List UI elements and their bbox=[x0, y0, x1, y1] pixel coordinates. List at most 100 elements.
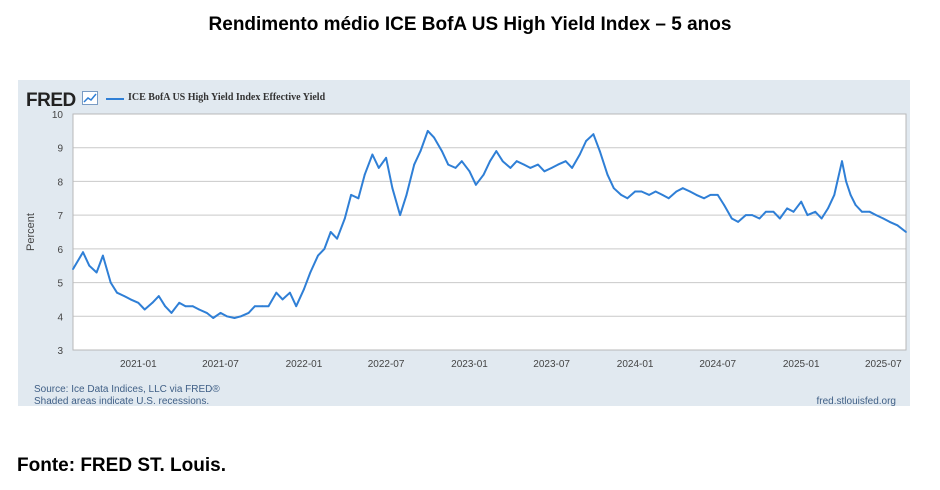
data-point bbox=[654, 190, 657, 193]
data-point bbox=[905, 231, 907, 233]
data-point bbox=[626, 197, 629, 200]
data-point bbox=[212, 317, 215, 319]
y-axis-ticks: 3 4 5 6 7 8 9 10 bbox=[52, 110, 64, 357]
data-point bbox=[709, 194, 712, 196]
data-point bbox=[151, 301, 154, 304]
data-point bbox=[95, 271, 98, 274]
x-axis-ticks: 2021-01 2021-07 2022-01 2022-07 2023-01 2023-… bbox=[120, 359, 902, 370]
chart-title: Rendimento médio ICE BofA US High Yield … bbox=[208, 14, 732, 35]
data-point bbox=[261, 305, 264, 308]
data-point bbox=[447, 163, 450, 166]
data-point bbox=[606, 173, 609, 176]
x-tick-label: 2024-01 bbox=[617, 359, 654, 370]
x-tick-label: 2021-01 bbox=[120, 359, 157, 370]
data-point bbox=[219, 312, 222, 314]
data-point bbox=[564, 160, 567, 163]
data-point bbox=[758, 217, 761, 220]
data-point bbox=[841, 160, 843, 163]
data-point bbox=[833, 194, 836, 196]
data-point bbox=[164, 305, 167, 308]
data-point bbox=[413, 163, 416, 166]
x-tick-label: 2023-07 bbox=[533, 359, 570, 370]
data-point bbox=[275, 291, 278, 294]
data-point bbox=[489, 160, 491, 163]
data-point bbox=[482, 173, 485, 176]
y-tick-label: 6 bbox=[57, 245, 63, 256]
data-point bbox=[868, 210, 871, 213]
recession-shading-note: Shaded areas indicate U.S. recessions. bbox=[34, 396, 210, 407]
data-point bbox=[495, 150, 498, 152]
data-point bbox=[433, 136, 435, 139]
data-point bbox=[267, 305, 270, 308]
data-point bbox=[289, 291, 291, 294]
data-point bbox=[225, 315, 228, 318]
data-point bbox=[399, 214, 401, 217]
data-point bbox=[137, 301, 140, 304]
data-point bbox=[391, 187, 394, 190]
data-point bbox=[667, 197, 670, 200]
data-point bbox=[598, 150, 601, 152]
data-point bbox=[786, 207, 788, 210]
data-point bbox=[460, 160, 463, 163]
data-point bbox=[371, 153, 374, 156]
data-point bbox=[82, 251, 84, 254]
data-point bbox=[116, 291, 118, 294]
data-point bbox=[612, 187, 615, 190]
data-point bbox=[537, 163, 539, 166]
data-point bbox=[205, 312, 208, 314]
data-point bbox=[363, 173, 366, 176]
data-point bbox=[737, 221, 739, 223]
data-point bbox=[247, 312, 250, 314]
data-point bbox=[191, 305, 194, 308]
data-point bbox=[849, 194, 852, 196]
y-tick-label: 9 bbox=[57, 144, 63, 155]
data-point bbox=[501, 160, 504, 163]
data-point bbox=[509, 167, 512, 169]
data-point bbox=[529, 167, 532, 169]
data-point bbox=[309, 271, 312, 274]
x-tick-label: 2022-01 bbox=[286, 359, 323, 370]
y-axis-label: Percent bbox=[25, 213, 37, 251]
data-point bbox=[814, 210, 817, 213]
x-tick-label: 2025-07 bbox=[865, 359, 902, 370]
data-point bbox=[405, 194, 408, 196]
data-point bbox=[454, 167, 457, 169]
data-point bbox=[592, 133, 595, 136]
data-point bbox=[123, 295, 126, 297]
data-point bbox=[441, 150, 443, 152]
data-point bbox=[343, 217, 346, 220]
data-point bbox=[523, 163, 525, 166]
y-tick-label: 7 bbox=[57, 211, 63, 222]
y-tick-label: 3 bbox=[57, 346, 63, 357]
data-point bbox=[143, 308, 146, 311]
data-point bbox=[377, 167, 380, 169]
data-point bbox=[329, 231, 332, 233]
fred-url-link[interactable]: fred.stlouisfed.org bbox=[816, 396, 897, 407]
data-point bbox=[88, 264, 91, 267]
fred-logo[interactable]: FRED bbox=[26, 90, 76, 111]
plot-background bbox=[73, 114, 906, 350]
source-caption: Fonte: FRED ST. Louis. bbox=[17, 455, 226, 476]
data-point bbox=[550, 167, 553, 169]
x-tick-label: 2023-01 bbox=[451, 359, 488, 370]
data-point bbox=[806, 214, 809, 217]
data-point bbox=[882, 217, 885, 220]
data-point bbox=[578, 153, 581, 156]
data-point bbox=[475, 183, 477, 186]
data-point bbox=[295, 305, 298, 308]
data-point bbox=[751, 214, 754, 217]
data-point bbox=[557, 163, 559, 166]
data-point bbox=[129, 298, 132, 301]
data-point bbox=[681, 187, 684, 190]
data-point bbox=[385, 156, 387, 159]
data-point bbox=[772, 210, 775, 213]
data-point bbox=[764, 210, 767, 213]
data-point bbox=[419, 150, 422, 152]
data-point bbox=[888, 221, 891, 223]
legend-swatch bbox=[106, 98, 124, 100]
data-point bbox=[281, 298, 284, 301]
data-point bbox=[240, 315, 242, 318]
y-tick-label: 4 bbox=[57, 312, 63, 323]
data-point bbox=[426, 130, 429, 132]
